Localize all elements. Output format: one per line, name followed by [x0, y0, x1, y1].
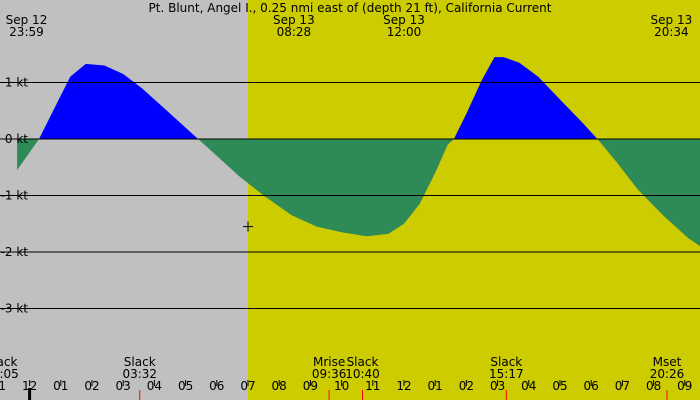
- hour-tick-label-22: 09: [677, 379, 692, 393]
- hour-tick-label-10: 09: [303, 379, 318, 393]
- event-time-label-1: 03:32: [122, 367, 157, 381]
- hour-tick-label-0: 11: [0, 379, 6, 393]
- hour-tick-label-3: 02: [84, 379, 99, 393]
- hour-tick-label-4: 03: [116, 379, 131, 393]
- event-name-label-1: Slack: [124, 355, 156, 369]
- hour-tick-label-14: 01: [428, 379, 443, 393]
- event-time-label-2: 09:36: [312, 367, 347, 381]
- hour-tick-label-16: 03: [490, 379, 505, 393]
- flood-current-area: [17, 57, 700, 139]
- hour-tick-label-6: 05: [178, 379, 193, 393]
- top-date-label-2: Sep 13: [383, 13, 425, 27]
- event-time-label-4: 15:17: [489, 367, 524, 381]
- hour-tick-label-15: 02: [459, 379, 474, 393]
- event-time-label-5: 20:26: [650, 367, 685, 381]
- hour-tick-label-20: 07: [615, 379, 630, 393]
- hour-tick-label-17: 04: [521, 379, 536, 393]
- hour-tick-label-1: 12: [22, 379, 37, 393]
- hour-tick-label-5: 04: [147, 379, 162, 393]
- event-name-label-5: Mset: [653, 355, 682, 369]
- top-time-label-2: 12:00: [387, 25, 422, 39]
- event-name-label-4: Slack: [490, 355, 522, 369]
- hour-tick-label-2: 01: [53, 379, 68, 393]
- top-time-label-1: 08:28: [277, 25, 312, 39]
- y-tick-label-1: 0 kt: [5, 132, 28, 146]
- event-time-label-0: 23:05: [0, 367, 19, 381]
- event-name-label-3: Slack: [347, 355, 379, 369]
- hour-tick-label-19: 06: [584, 379, 599, 393]
- hour-tick-label-12: 11: [365, 379, 380, 393]
- event-name-label-2: Mrise: [313, 355, 345, 369]
- hour-tick-label-11: 10: [334, 379, 349, 393]
- event-time-label-3: 10:40: [345, 367, 380, 381]
- y-tick-label-4: -3 kt: [1, 302, 29, 316]
- hour-tick-label-18: 05: [552, 379, 567, 393]
- hour-tick-label-21: 08: [646, 379, 661, 393]
- chart-title: Pt. Blunt, Angel I., 0.25 nmi east of (d…: [149, 1, 552, 15]
- hour-tick-label-7: 06: [209, 379, 224, 393]
- hour-tick-label-9: 08: [272, 379, 287, 393]
- y-tick-label-2: -1 kt: [1, 189, 29, 203]
- y-tick-label-0: 1 kt: [5, 76, 28, 90]
- hour-tick-label-8: 07: [240, 379, 255, 393]
- top-date-label-1: Sep 13: [273, 13, 315, 27]
- top-date-label-0: Sep 12: [6, 13, 48, 27]
- y-tick-label-3: -2 kt: [1, 245, 29, 259]
- event-name-label-0: Slack: [0, 355, 17, 369]
- ebb-current-area: [17, 139, 700, 247]
- top-time-label-0: 23:59: [9, 25, 44, 39]
- hour-tick-label-13: 12: [396, 379, 411, 393]
- top-time-label-3: 20:34: [654, 25, 689, 39]
- top-date-label-3: Sep 13: [651, 13, 693, 27]
